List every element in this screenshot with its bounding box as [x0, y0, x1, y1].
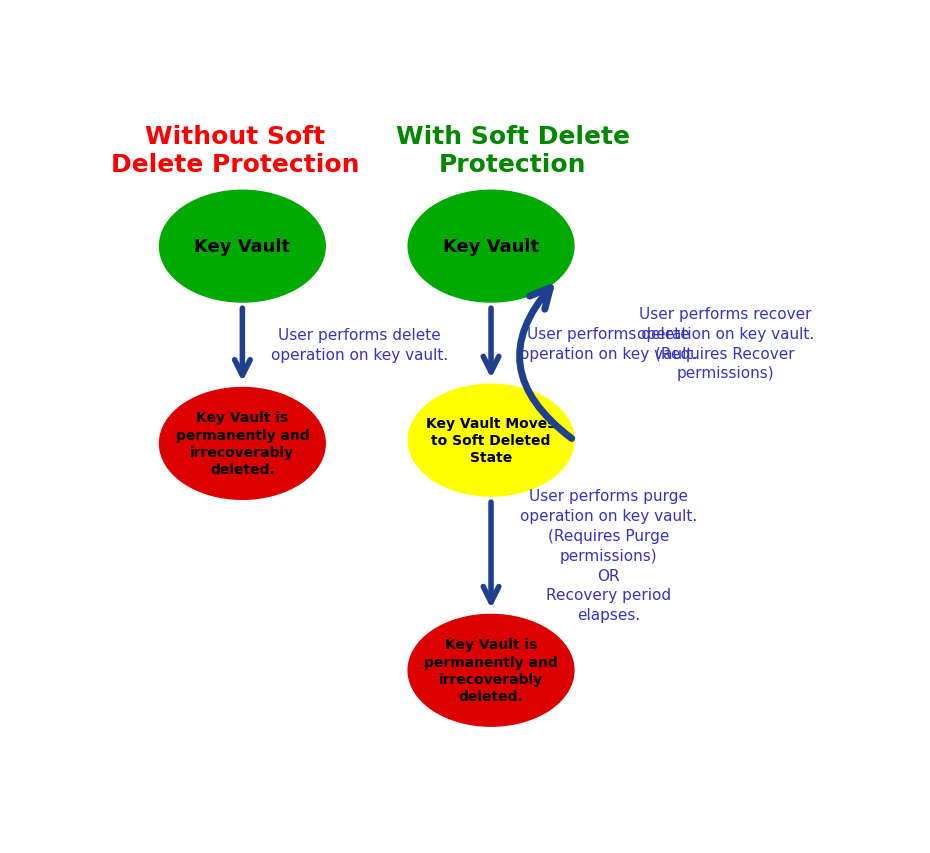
Text: Key Vault: Key Vault	[443, 238, 539, 256]
Text: Key Vault Moves
to Soft Deleted
State: Key Vault Moves to Soft Deleted State	[426, 416, 556, 465]
Text: Key Vault is
permanently and
irrecoverably
deleted.: Key Vault is permanently and irrecoverab…	[176, 411, 310, 477]
Text: User performs recover
operation on key vault.
(Requires Recover
permissions): User performs recover operation on key v…	[637, 306, 814, 381]
Ellipse shape	[159, 191, 326, 303]
Ellipse shape	[159, 388, 326, 500]
Text: User performs purge
operation on key vault.
(Requires Purge
permissions)
OR
Reco: User performs purge operation on key vau…	[520, 489, 698, 623]
FancyArrowPatch shape	[520, 288, 572, 439]
Ellipse shape	[408, 385, 574, 496]
Text: With Soft Delete
Protection: With Soft Delete Protection	[395, 125, 630, 177]
Text: Key Vault: Key Vault	[194, 238, 290, 256]
Text: Without Soft
Delete Protection: Without Soft Delete Protection	[111, 125, 359, 177]
Text: Key Vault is
permanently and
irrecoverably
deleted.: Key Vault is permanently and irrecoverab…	[424, 637, 558, 704]
Ellipse shape	[408, 191, 574, 303]
Text: User performs delete
operation on key vault.: User performs delete operation on key va…	[520, 327, 698, 361]
Ellipse shape	[408, 615, 574, 727]
Text: User performs delete
operation on key vault.: User performs delete operation on key va…	[272, 328, 448, 363]
